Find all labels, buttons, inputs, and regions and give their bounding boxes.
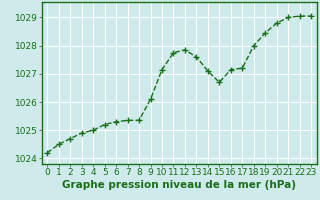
X-axis label: Graphe pression niveau de la mer (hPa): Graphe pression niveau de la mer (hPa)	[62, 180, 296, 190]
